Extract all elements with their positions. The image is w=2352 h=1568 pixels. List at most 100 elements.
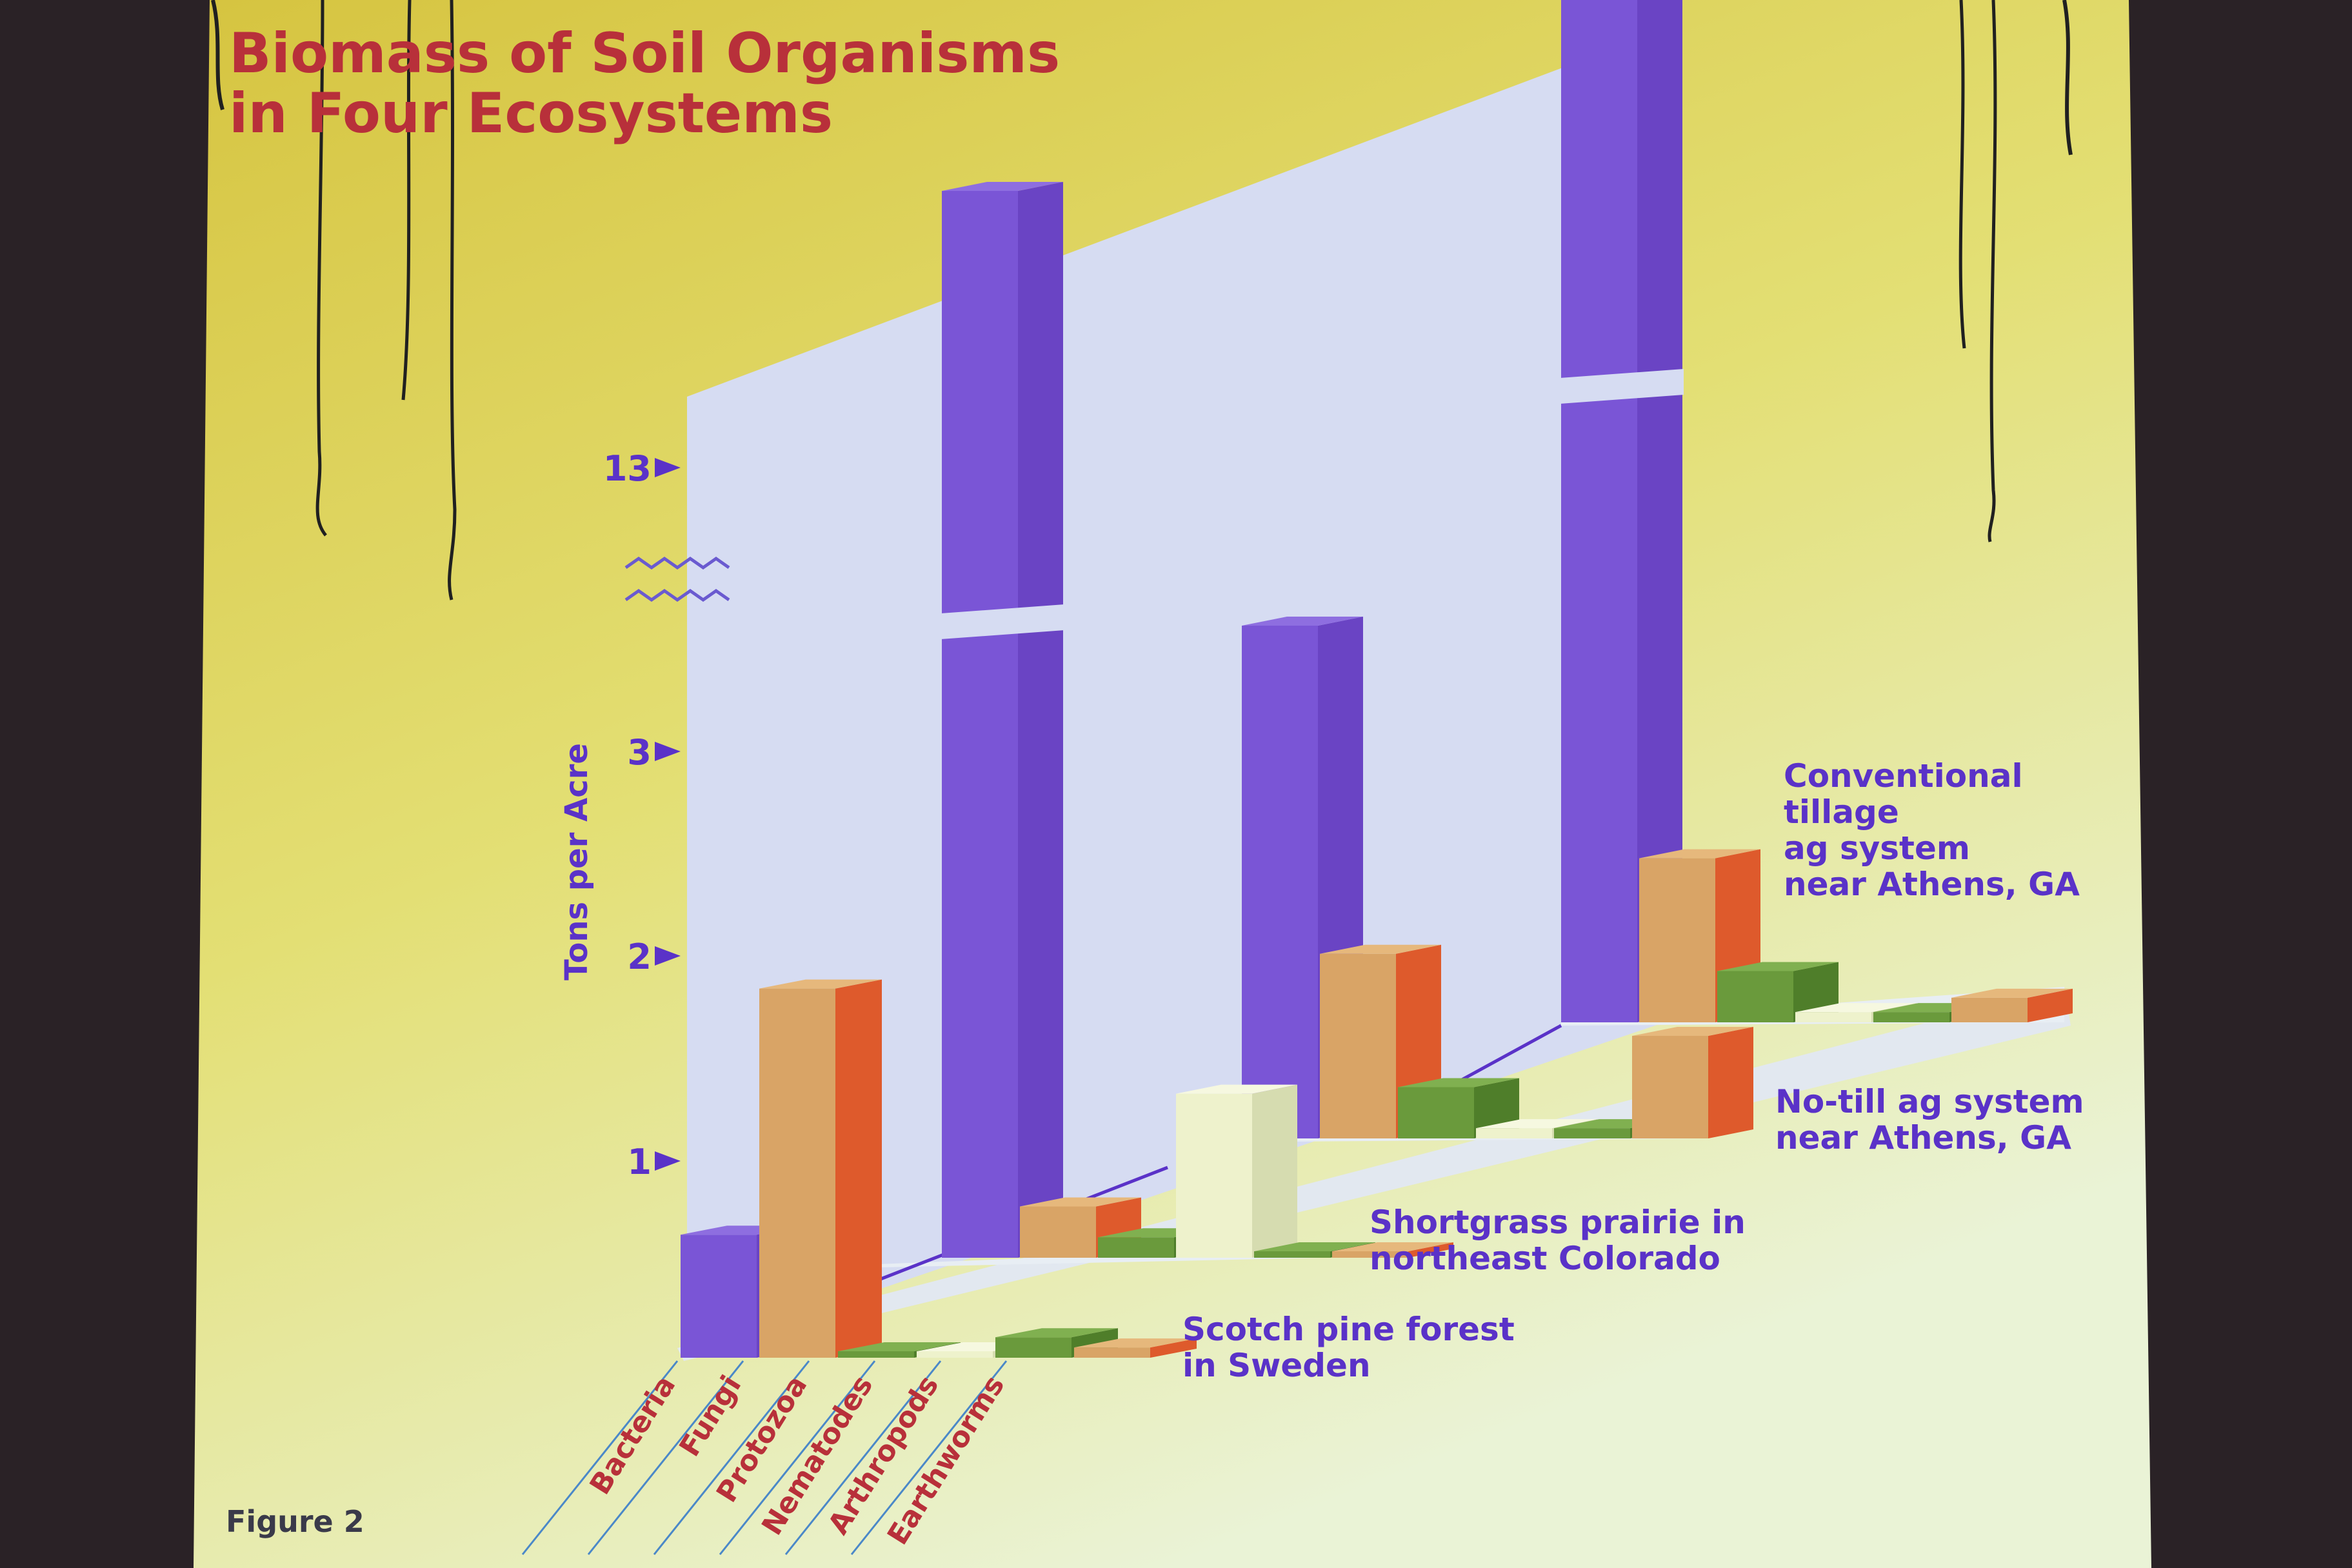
bar-bacteria-series-3 bbox=[1560, 0, 1684, 1022]
bar-side bbox=[1637, 0, 1682, 1022]
series-label-notill: No-till ag system near Athens, GA bbox=[1775, 1083, 2084, 1156]
bar-top bbox=[1242, 617, 1363, 626]
bar-earthworms-series-3 bbox=[1951, 988, 2073, 1022]
bar-top bbox=[1332, 1242, 1453, 1251]
bars-group bbox=[681, 0, 2073, 1358]
bar-earthworms-series-0 bbox=[1074, 1338, 1197, 1358]
bar-fungi-series-3 bbox=[1639, 849, 1760, 1022]
series-label-prairie-line-1: Shortgrass prairie in bbox=[1370, 1204, 1746, 1241]
bar-top bbox=[1951, 988, 2073, 998]
series-label-notill-line-1: No-till ag system bbox=[1775, 1083, 2084, 1120]
y-tick-label-3: 3 bbox=[627, 732, 652, 773]
series-label-pine: Scotch pine forest in Sweden bbox=[1182, 1311, 1515, 1384]
bar-nematodes-series-1 bbox=[1176, 1084, 1297, 1258]
category-guide-line-fungi bbox=[587, 1360, 744, 1555]
bar-side bbox=[1708, 1027, 1753, 1138]
bar-front bbox=[1561, 0, 1637, 1022]
bar-side bbox=[1150, 1338, 1197, 1358]
cable-left-1 bbox=[211, 0, 224, 110]
y-tick-marker-2 bbox=[655, 946, 681, 966]
bar-top bbox=[838, 1342, 961, 1351]
category-guide-line-nematodes bbox=[719, 1360, 876, 1555]
cable-right-2 bbox=[1988, 0, 1997, 542]
cable-left-3 bbox=[401, 0, 412, 401]
bar-top bbox=[1639, 849, 1760, 858]
figure-label: Figure 2 bbox=[226, 1504, 364, 1539]
series-label-conventional: Conventional tillage ag system near Athe… bbox=[1784, 757, 2080, 903]
category-guide-line-arthropods bbox=[784, 1360, 942, 1555]
bar-front bbox=[942, 191, 1018, 1258]
bar-front bbox=[1332, 1251, 1408, 1258]
bar-top bbox=[1632, 1027, 1753, 1036]
bar-side bbox=[1252, 1084, 1297, 1258]
cable-left-4 bbox=[448, 0, 457, 600]
bar-front bbox=[1398, 1087, 1474, 1138]
bar-front bbox=[1554, 1128, 1630, 1138]
category-guide-lines bbox=[521, 1360, 1008, 1555]
bar-side bbox=[2028, 988, 2073, 1022]
series-label-prairie: Shortgrass prairie in northeast Colorado bbox=[1370, 1204, 1746, 1277]
y-tick-marker-13 bbox=[655, 458, 681, 477]
bar-top bbox=[1254, 1242, 1375, 1251]
bar-earthworms-series-1 bbox=[1332, 1242, 1453, 1258]
bar-front bbox=[1320, 953, 1396, 1138]
bar-side bbox=[1018, 182, 1063, 1258]
bar-front bbox=[759, 988, 835, 1358]
series-label-conventional-line-2: tillage bbox=[1784, 793, 1899, 831]
bar-top bbox=[1176, 1084, 1297, 1094]
bar-front bbox=[1632, 1036, 1708, 1138]
y-tick-marker-3 bbox=[655, 742, 681, 761]
bar-front bbox=[1254, 1251, 1330, 1258]
bar-front bbox=[1242, 626, 1318, 1138]
bar-front bbox=[1098, 1237, 1174, 1258]
bar-front bbox=[681, 1235, 757, 1358]
bar-top bbox=[995, 1328, 1118, 1338]
bar-top bbox=[1795, 1003, 1917, 1013]
y-tick-label-13: 13 bbox=[603, 448, 652, 489]
bar-top bbox=[1320, 944, 1441, 954]
bar-side bbox=[1408, 1242, 1453, 1258]
series-label-prairie-line-2: northeast Colorado bbox=[1370, 1240, 1720, 1277]
bar-top bbox=[1020, 1197, 1141, 1207]
bar-top bbox=[1476, 1119, 1597, 1129]
series-label-conventional-line-4: near Athens, GA bbox=[1784, 866, 2080, 903]
bar-fungi-series-0 bbox=[759, 979, 882, 1358]
bar-earthworms-series-2 bbox=[1632, 1027, 1753, 1138]
bar-front bbox=[1951, 997, 2028, 1022]
y-tick-marker-1 bbox=[655, 1151, 681, 1171]
bar-front bbox=[1476, 1128, 1552, 1138]
chart-title-line-2: in Four Ecosystems bbox=[229, 81, 833, 146]
bar-side bbox=[835, 979, 882, 1358]
y-tick-label-2: 2 bbox=[627, 937, 652, 977]
bar-front bbox=[838, 1351, 914, 1358]
bar-break-gap bbox=[1560, 369, 1684, 404]
bar-front bbox=[995, 1337, 1071, 1358]
bar-front bbox=[1795, 1012, 1871, 1022]
cable-right-1 bbox=[1958, 0, 1966, 349]
bar-front bbox=[1020, 1206, 1096, 1258]
y-axis-label: Tons per Acre bbox=[559, 743, 595, 980]
bar-bacteria-series-1 bbox=[941, 182, 1064, 1258]
bar-break-gap bbox=[941, 604, 1064, 639]
category-guide-line-protozoa bbox=[653, 1360, 810, 1555]
bar-front bbox=[1873, 1012, 1949, 1022]
bar-front bbox=[1074, 1347, 1150, 1358]
cable-right-3 bbox=[2062, 0, 2073, 155]
category-guide-line-earthworms bbox=[850, 1360, 1008, 1555]
category-guide-line-bacteria bbox=[521, 1360, 679, 1555]
bar-front bbox=[917, 1351, 993, 1358]
bar-front bbox=[1717, 971, 1793, 1022]
series-label-conventional-line-1: Conventional bbox=[1784, 757, 2023, 795]
y-tick-label-1: 1 bbox=[627, 1142, 652, 1182]
bar-top bbox=[1074, 1338, 1197, 1348]
bar-front bbox=[1639, 858, 1715, 1022]
bar-top bbox=[1717, 962, 1839, 971]
bar-top bbox=[942, 182, 1063, 191]
series-label-conventional-line-3: ag system bbox=[1784, 829, 1970, 867]
series-label-pine-line-2: in Sweden bbox=[1182, 1347, 1371, 1384]
bar-top bbox=[1398, 1078, 1519, 1087]
bar-top bbox=[759, 979, 882, 989]
series-label-pine-line-1: Scotch pine forest bbox=[1182, 1311, 1515, 1348]
